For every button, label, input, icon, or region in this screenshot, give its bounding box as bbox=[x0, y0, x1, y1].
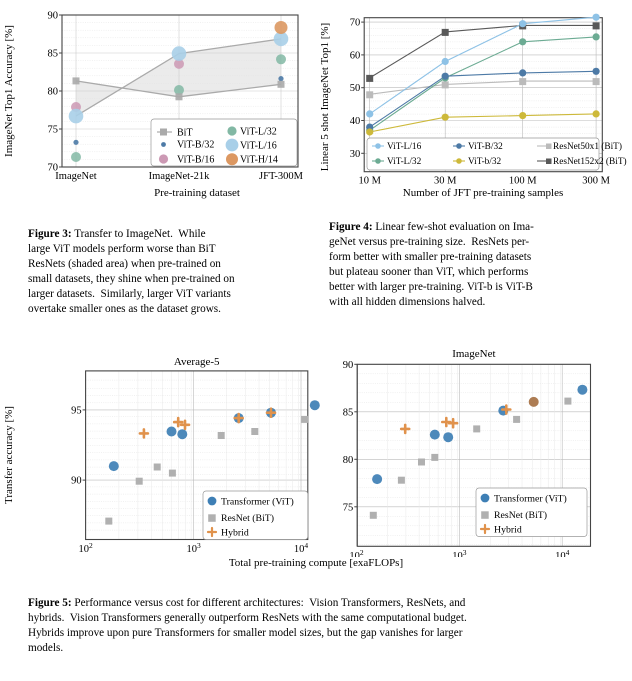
svg-text:80: 80 bbox=[48, 87, 59, 98]
svg-text:Number of JFT pre-training sam: Number of JFT pre-training samples bbox=[403, 187, 564, 199]
svg-text:70: 70 bbox=[350, 18, 361, 29]
svg-text:100 M: 100 M bbox=[509, 176, 537, 187]
svg-text:300 M: 300 M bbox=[582, 176, 610, 187]
svg-text:90: 90 bbox=[48, 11, 59, 22]
svg-text:30: 30 bbox=[350, 149, 361, 160]
svg-text:JFT-300M: JFT-300M bbox=[259, 171, 304, 182]
svg-text:40: 40 bbox=[350, 116, 361, 127]
svg-text:104: 104 bbox=[555, 548, 570, 558]
svg-text:ViT-L/16: ViT-L/16 bbox=[387, 142, 422, 152]
svg-text:103: 103 bbox=[186, 541, 201, 556]
svg-text:75: 75 bbox=[48, 125, 59, 136]
svg-text:ImageNet: ImageNet bbox=[55, 171, 96, 182]
svg-text:ImageNet: ImageNet bbox=[452, 348, 495, 360]
svg-text:ViT-b/32: ViT-b/32 bbox=[468, 157, 502, 167]
svg-text:ViT-B/32: ViT-B/32 bbox=[468, 142, 503, 152]
svg-text:10 M: 10 M bbox=[358, 176, 381, 187]
svg-text:Transformer (ViT): Transformer (ViT) bbox=[494, 494, 567, 505]
svg-text:103: 103 bbox=[452, 548, 467, 558]
svg-text:ImageNet-21k: ImageNet-21k bbox=[149, 171, 210, 182]
svg-text:ResNet152x2 (BiT): ResNet152x2 (BiT) bbox=[553, 156, 627, 167]
svg-text:85: 85 bbox=[343, 407, 354, 418]
svg-text:ViT-B/16: ViT-B/16 bbox=[177, 155, 214, 166]
svg-text:Transformer (ViT): Transformer (ViT) bbox=[221, 497, 294, 508]
svg-text:ViT-L/16: ViT-L/16 bbox=[240, 141, 277, 152]
svg-text:95: 95 bbox=[71, 405, 82, 416]
svg-text:75: 75 bbox=[343, 502, 354, 513]
svg-text:85: 85 bbox=[48, 49, 59, 60]
svg-text:90: 90 bbox=[71, 476, 82, 487]
svg-text:BiT: BiT bbox=[177, 128, 193, 139]
svg-text:ImageNet Top1 Accuracy [%]: ImageNet Top1 Accuracy [%] bbox=[3, 25, 15, 157]
svg-text:Hybrid: Hybrid bbox=[494, 525, 522, 536]
svg-text:ResNet50x1 (BiT): ResNet50x1 (BiT) bbox=[553, 141, 622, 152]
svg-text:ViT-L/32: ViT-L/32 bbox=[240, 127, 277, 138]
svg-text:ViT-L/32: ViT-L/32 bbox=[387, 157, 422, 167]
svg-text:Average-5: Average-5 bbox=[174, 356, 220, 368]
svg-text:ResNet (BiT): ResNet (BiT) bbox=[494, 510, 547, 521]
svg-text:30 M: 30 M bbox=[434, 176, 457, 187]
svg-text:102: 102 bbox=[78, 541, 93, 556]
svg-text:ViT-H/14: ViT-H/14 bbox=[240, 155, 278, 166]
svg-text:60: 60 bbox=[350, 50, 361, 61]
svg-text:90: 90 bbox=[343, 360, 354, 371]
svg-text:Linear 5 shot ImageNet Top1 [%: Linear 5 shot ImageNet Top1 [%] bbox=[319, 23, 331, 171]
svg-text:102: 102 bbox=[349, 548, 364, 558]
svg-text:80: 80 bbox=[343, 455, 354, 466]
svg-text:ResNet (BiT): ResNet (BiT) bbox=[221, 513, 274, 524]
svg-text:Transfer accuracy [%]: Transfer accuracy [%] bbox=[3, 406, 15, 504]
svg-text:50: 50 bbox=[350, 83, 361, 94]
svg-text:ViT-B/32: ViT-B/32 bbox=[177, 140, 214, 151]
svg-text:Pre-training dataset: Pre-training dataset bbox=[154, 187, 240, 199]
svg-text:Hybrid: Hybrid bbox=[221, 528, 249, 539]
